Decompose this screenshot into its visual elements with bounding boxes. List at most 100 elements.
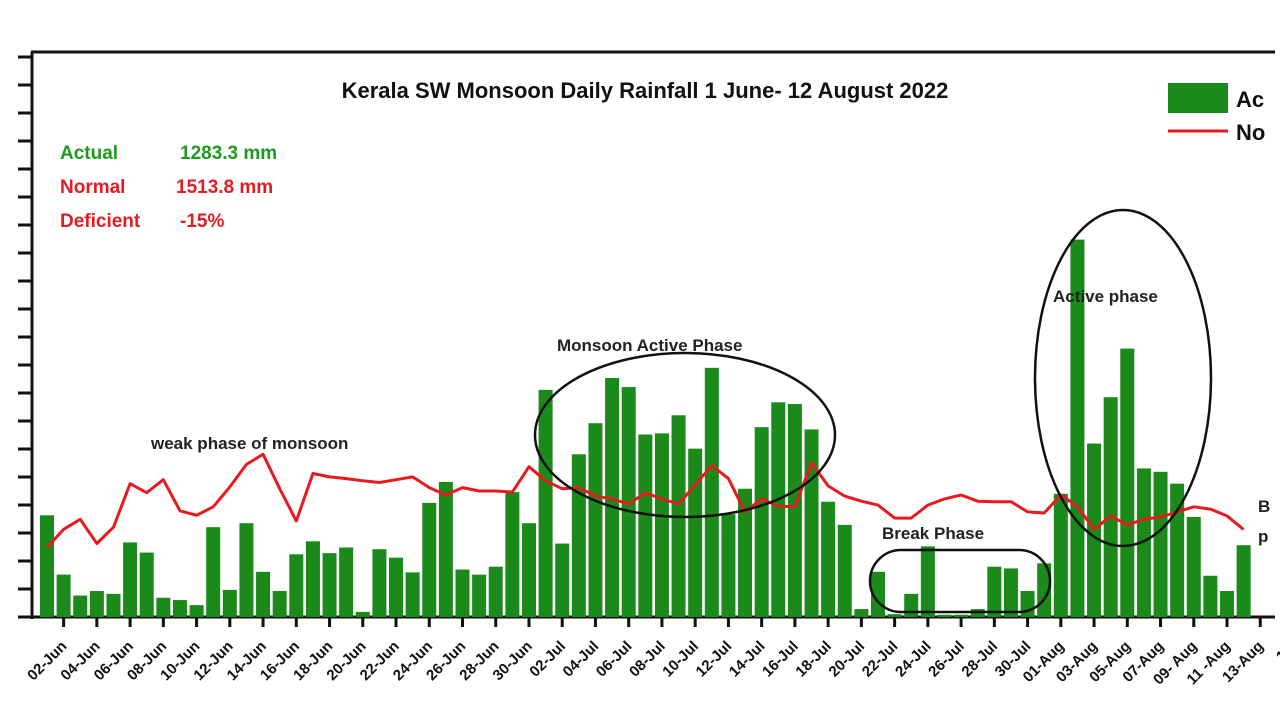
bar-13-Jun bbox=[239, 523, 254, 617]
x-tick-label: 18-Jul bbox=[792, 638, 835, 681]
legend: Ac No bbox=[1168, 83, 1265, 145]
x-tick-label: 10-Jul bbox=[659, 638, 702, 681]
stat-deficient-label: Deficient bbox=[60, 211, 141, 232]
annotation-cut-b: B bbox=[1258, 497, 1270, 516]
bar-05-Aug bbox=[1120, 348, 1135, 617]
x-tick-label: 26-Jul bbox=[925, 638, 968, 681]
bar-23-Jun bbox=[405, 572, 420, 617]
bar-25-Jul bbox=[937, 614, 952, 617]
bar-12-Jun bbox=[222, 589, 237, 617]
bar-04-Jul bbox=[588, 423, 603, 617]
bar-24-Jun bbox=[422, 502, 437, 617]
x-tick-label: 14-Jul bbox=[726, 638, 769, 681]
annotation-monsoon-active: Monsoon Active Phase bbox=[557, 336, 742, 355]
bar-09-Aug bbox=[1186, 516, 1201, 617]
bar-01-Jul bbox=[538, 389, 553, 617]
bar-26-Jul bbox=[954, 614, 969, 617]
bar-16-Jul bbox=[787, 403, 802, 617]
bar-15-Jun bbox=[272, 591, 287, 617]
bar-23-Jul bbox=[904, 593, 919, 617]
bar-11-Jul bbox=[704, 367, 719, 617]
annotation-active-phase: Active phase bbox=[1053, 287, 1158, 306]
annotations bbox=[533, 208, 1213, 614]
x-tick-label: 02-Jul bbox=[526, 638, 569, 681]
x-tick-label: 16-Jul bbox=[759, 638, 802, 681]
bar-10-Aug bbox=[1203, 575, 1218, 617]
bar-17-Jun bbox=[305, 541, 320, 617]
bar-26-Jun bbox=[455, 569, 470, 617]
x-tick-label: 15- bbox=[1273, 638, 1280, 665]
bar-30-Jun bbox=[521, 523, 536, 617]
bar-02-Jun bbox=[56, 574, 71, 617]
bar-14-Jun bbox=[256, 571, 271, 617]
legend-label-actual: Ac bbox=[1236, 87, 1264, 112]
bar-19-Jun bbox=[339, 547, 354, 617]
bar-14-Jul bbox=[754, 427, 769, 617]
bar-28-Jul bbox=[987, 566, 1002, 617]
bar-19-Jul bbox=[837, 524, 852, 617]
bar-10-Jun bbox=[189, 605, 204, 617]
stats: Actual 1283.3 mm Normal 1513.8 mm Defici… bbox=[60, 143, 277, 232]
bar-22-Jul bbox=[887, 614, 902, 617]
x-tick-label: 04-Jul bbox=[560, 638, 603, 681]
x-tick-label: 12-Jul bbox=[693, 638, 736, 681]
stat-actual-value: 1283.3 mm bbox=[180, 143, 277, 164]
bar-20-Jun bbox=[355, 611, 370, 617]
bar-07-Jun bbox=[139, 552, 154, 617]
bars bbox=[40, 239, 1251, 617]
bar-29-Jul bbox=[1003, 568, 1018, 617]
active-phase-ellipse-july bbox=[533, 351, 837, 519]
bar-29-Jun bbox=[505, 492, 520, 617]
bar-07-Aug bbox=[1153, 471, 1168, 617]
bar-17-Jul bbox=[804, 429, 819, 617]
bar-09-Jun bbox=[172, 600, 187, 617]
stat-normal-value: 1513.8 mm bbox=[176, 177, 273, 198]
annotation-break-phase: Break Phase bbox=[882, 524, 984, 543]
legend-label-normal: No bbox=[1236, 120, 1265, 145]
x-tick-label: 22-Jul bbox=[859, 638, 902, 681]
bar-12-Aug bbox=[1236, 545, 1251, 617]
bar-22-Jun bbox=[389, 557, 404, 617]
bar-01-Aug bbox=[1053, 493, 1068, 617]
bar-16-Jun bbox=[289, 554, 304, 617]
bar-06-Aug bbox=[1136, 468, 1151, 617]
bar-18-Jul bbox=[821, 501, 836, 617]
bar-03-Jun bbox=[73, 595, 88, 617]
bar-24-Jul bbox=[920, 546, 935, 617]
bar-05-Jun bbox=[106, 593, 121, 617]
bar-30-Jul bbox=[1020, 591, 1035, 617]
normal-line bbox=[45, 452, 1245, 549]
bar-07-Jul bbox=[638, 434, 653, 617]
x-tick-label: 28-Jul bbox=[958, 638, 1001, 681]
bar-13-Jul bbox=[738, 488, 753, 617]
chart-title: Kerala SW Monsoon Daily Rainfall 1 June-… bbox=[342, 78, 949, 103]
bar-15-Jul bbox=[771, 402, 786, 617]
active-phase-ellipse-aug bbox=[1033, 208, 1213, 548]
bar-20-Jul bbox=[854, 609, 869, 617]
bar-01-Jun bbox=[40, 515, 54, 617]
x-tick-label: 08-Jul bbox=[626, 638, 669, 681]
bar-28-Jun bbox=[488, 566, 503, 617]
stat-normal-label: Normal bbox=[60, 177, 125, 198]
y-ticks bbox=[18, 55, 32, 619]
bar-12-Jul bbox=[721, 514, 736, 617]
bar-27-Jun bbox=[472, 574, 487, 617]
bar-03-Jul bbox=[571, 454, 586, 617]
x-tick-label: 24-Jul bbox=[892, 638, 935, 681]
x-ticks: 02-Jun04-Jun06-Jun08-Jun10-Jun12-Jun14-J… bbox=[24, 617, 1280, 688]
bar-21-Jun bbox=[372, 549, 387, 617]
bar-08-Jul bbox=[654, 433, 669, 617]
bar-04-Jun bbox=[89, 591, 104, 617]
bar-10-Jul bbox=[688, 448, 703, 617]
stat-deficient-value: -15% bbox=[180, 211, 224, 232]
bar-02-Jul bbox=[555, 543, 570, 617]
bar-11-Aug bbox=[1220, 591, 1235, 617]
x-tick-label: 20-Jul bbox=[826, 638, 869, 681]
break-phase-outline bbox=[868, 548, 1052, 614]
bar-06-Jul bbox=[621, 387, 636, 617]
bar-11-Jun bbox=[206, 527, 221, 617]
bar-06-Jun bbox=[123, 542, 138, 617]
x-tick-label: 06-Jul bbox=[593, 638, 636, 681]
legend-swatch-actual bbox=[1168, 83, 1228, 113]
